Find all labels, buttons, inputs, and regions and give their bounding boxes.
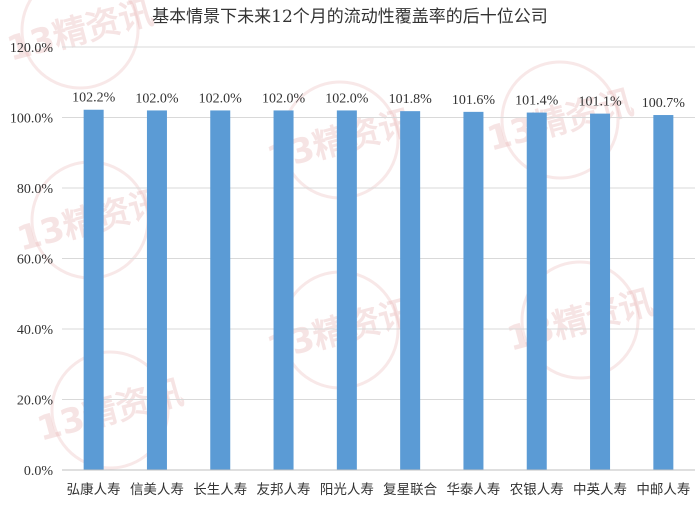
data-label: 102.0% (135, 91, 179, 106)
watermark-ring (30, 160, 150, 280)
category-label: 中英人寿 (573, 481, 627, 498)
bar (653, 115, 674, 470)
bar (146, 110, 167, 470)
bar (210, 110, 231, 470)
chart-title: 基本情景下未来12个月的流动性覆盖率的后十位公司 (152, 7, 548, 27)
gridlines (62, 46, 695, 400)
watermark: 13精资讯 (483, 60, 638, 180)
y-tick-label: 40.0% (17, 323, 54, 338)
watermark-ring (20, 0, 140, 90)
y-tick-label: 0.0% (24, 464, 54, 479)
data-label: 102.0% (199, 91, 243, 106)
data-label: 102.0% (262, 91, 306, 106)
data-label: 101.8% (389, 92, 433, 107)
bar (526, 112, 547, 470)
bar (590, 113, 611, 470)
bar (463, 111, 484, 471)
category-label: 友邦人寿 (257, 481, 311, 498)
category-label: 中邮人寿 (636, 481, 690, 498)
y-tick-label: 20.0% (17, 394, 54, 409)
y-tick-label: 80.0% (17, 182, 54, 197)
category-label: 长生人寿 (193, 481, 247, 498)
category-label: 信美人寿 (130, 481, 184, 498)
category-label: 复星联合 (383, 481, 437, 498)
watermark: 13精资讯 (33, 350, 188, 470)
data-label: 100.7% (642, 96, 686, 111)
category-label: 阳光人寿 (320, 481, 374, 498)
bar (273, 110, 294, 470)
y-tick-label: 100.0% (10, 112, 54, 127)
y-tick-label: 60.0% (17, 253, 54, 268)
bar (400, 111, 421, 470)
data-label: 102.0% (325, 91, 369, 106)
y-tick-label: 120.0% (10, 41, 54, 56)
watermark-text: 13精资讯 (503, 282, 658, 359)
data-labels: 102.2% 102.0% 102.0% 102.0% 102.0% 101.8% 101.… (72, 91, 685, 111)
category-label: 弘康人寿 (67, 481, 121, 498)
bars (83, 109, 674, 471)
watermark-ring (500, 60, 620, 180)
data-label: 102.2% (72, 91, 116, 106)
bar (336, 110, 357, 470)
watermark: 13精资讯 (503, 260, 658, 380)
category-label: 农银人寿 (510, 481, 564, 498)
bar (83, 109, 104, 471)
category-labels: 弘康人寿 信美人寿 长生人寿 友邦人寿 阳光人寿 复星联合 华泰人寿 农银人寿 中英人寿 中邮人寿 (67, 481, 691, 498)
data-label: 101.4% (515, 94, 559, 109)
data-label: 101.1% (578, 95, 622, 110)
data-label: 101.6% (452, 93, 496, 108)
y-axis-ticks: 0.0% 20.0% 40.0% 60.0% 80.0% 100.0% 120.0% (10, 41, 54, 479)
category-label: 华泰人寿 (446, 481, 500, 498)
